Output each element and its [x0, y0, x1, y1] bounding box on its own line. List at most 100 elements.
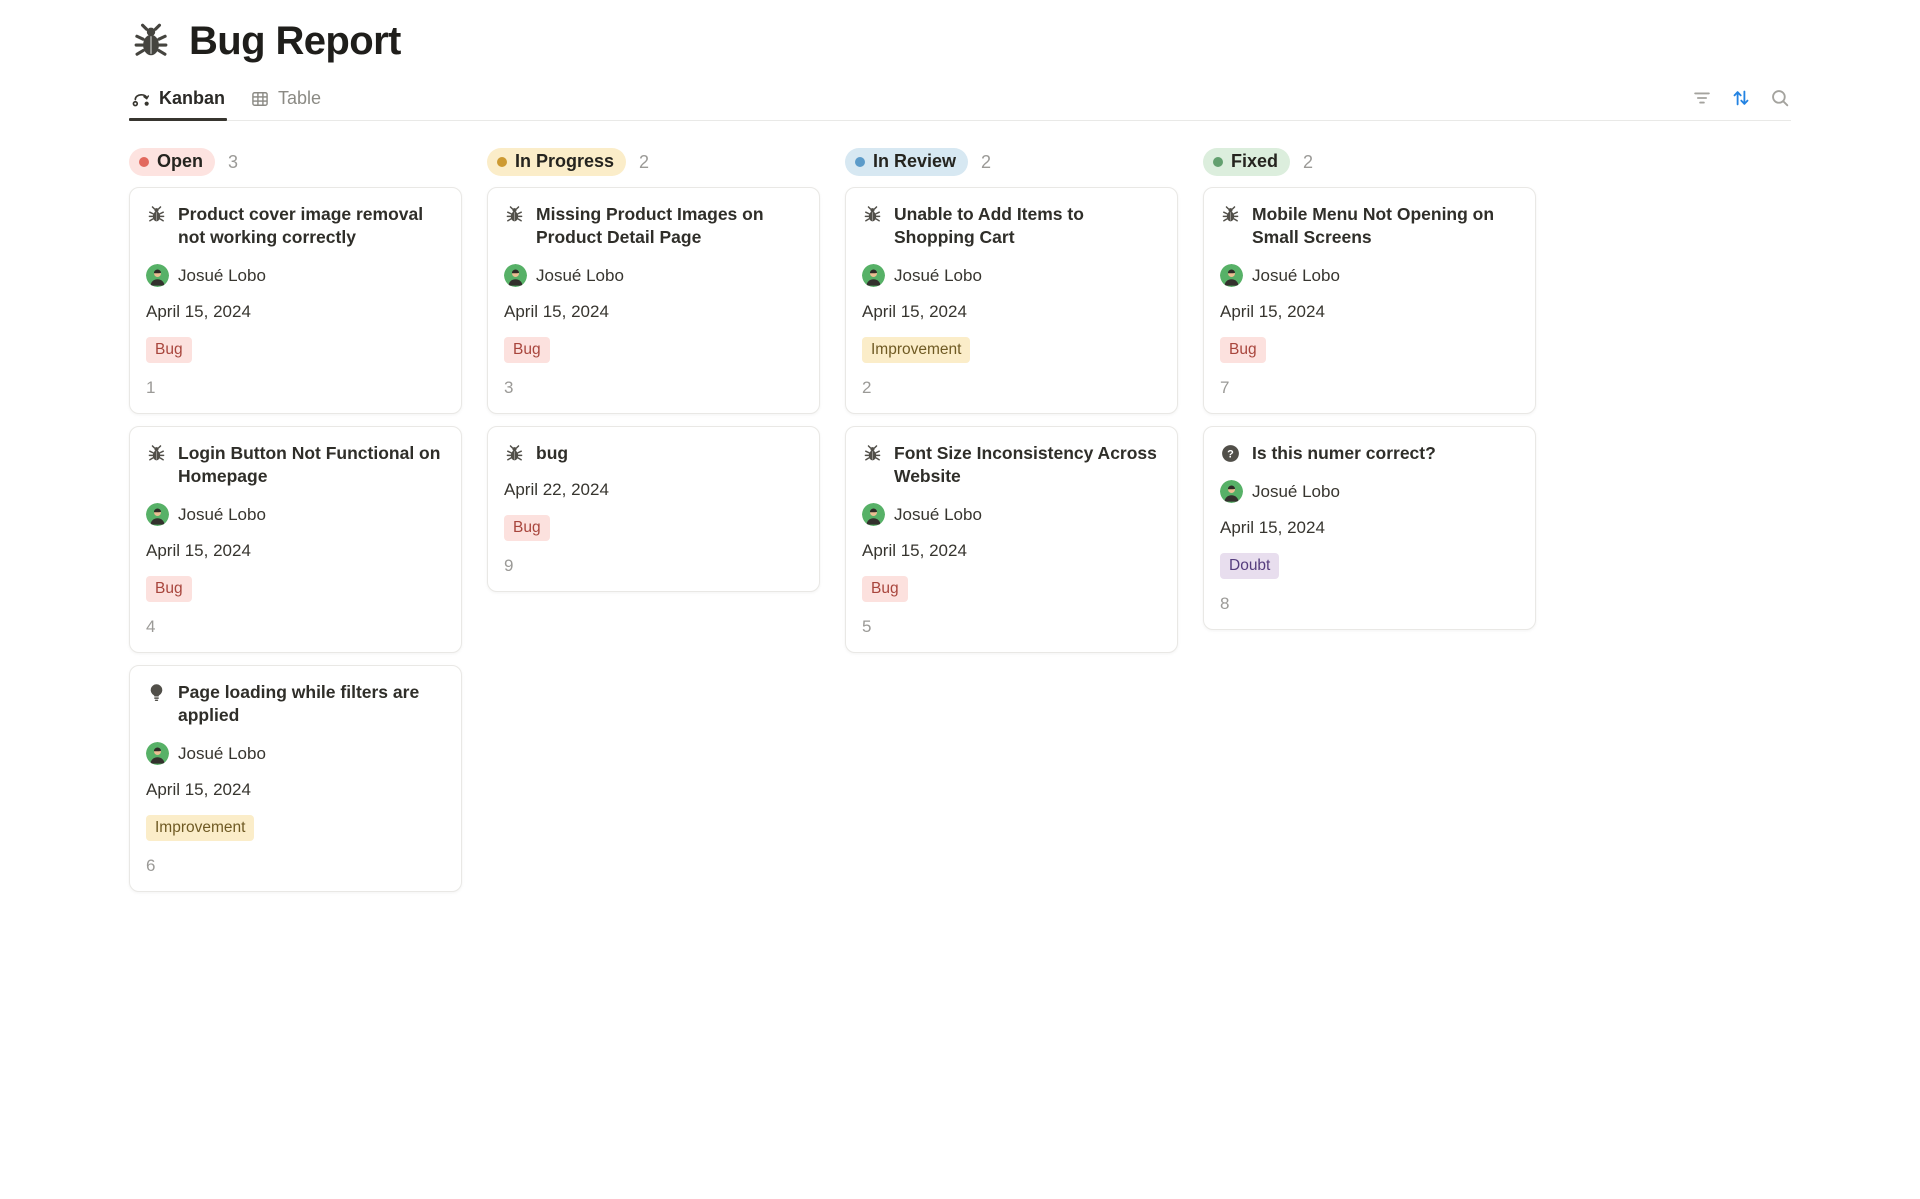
column-cards: Unable to Add Items to Shopping Cart Jos… — [845, 187, 1178, 653]
toolbar-actions — [1691, 87, 1791, 121]
avatar — [146, 503, 169, 526]
card-tag: Bug — [504, 337, 550, 363]
card-tag: Bug — [146, 576, 192, 602]
card-number: 7 — [1220, 378, 1230, 397]
svg-text:?: ? — [1227, 448, 1234, 460]
kanban-card[interactable]: Missing Product Images on Product Detail… — [487, 187, 820, 414]
column-header[interactable]: Fixed 2 — [1203, 148, 1536, 176]
question-icon: ? — [1220, 443, 1241, 464]
card-number: 4 — [146, 617, 156, 636]
table-icon — [250, 89, 270, 109]
column-name: In Review — [873, 151, 957, 171]
assignee-name: Josué Lobo — [178, 504, 266, 524]
card-date: April 22, 2024 — [504, 480, 609, 499]
card-tag: Bug — [862, 576, 908, 602]
card-title: bug — [536, 443, 569, 463]
tab-label: Table — [278, 88, 322, 108]
card-title: Font Size Inconsistency Across Website — [894, 443, 1157, 486]
kanban-card[interactable]: Login Button Not Functional on Homepage … — [129, 426, 462, 653]
tab-label: Kanban — [159, 88, 226, 108]
column-header[interactable]: In Progress 2 — [487, 148, 820, 176]
column-count: 2 — [639, 151, 650, 172]
card-title: Is this numer correct? — [1252, 443, 1436, 463]
page-header: Bug Report — [129, 12, 1791, 70]
column-header[interactable]: Open 3 — [129, 148, 462, 176]
bug-icon — [1220, 204, 1241, 225]
card-date: April 15, 2024 — [504, 302, 609, 321]
card-number: 3 — [504, 378, 514, 397]
card-date: April 15, 2024 — [146, 541, 251, 560]
kanban-card[interactable]: bug April 22, 2024 Bug 9 — [487, 426, 820, 592]
assignee-name: Josué Lobo — [894, 504, 982, 524]
status-dot-icon — [139, 156, 149, 167]
bug-icon — [146, 443, 167, 464]
bulb-icon — [146, 682, 167, 703]
view-toolbar: Kanban Table — [129, 82, 1791, 121]
kanban-card[interactable]: Unable to Add Items to Shopping Cart Jos… — [845, 187, 1178, 414]
assignee-name: Josué Lobo — [178, 265, 266, 285]
column-count: 2 — [1303, 151, 1314, 172]
kanban-card[interactable]: Font Size Inconsistency Across Website J… — [845, 426, 1178, 653]
card-number: 1 — [146, 378, 156, 397]
sort-icon[interactable] — [1730, 87, 1752, 109]
column-name: Open — [157, 151, 204, 171]
bug-icon — [504, 443, 525, 464]
kanban-column-fixed: Fixed 2 Mobile Menu Not Opening on Small… — [1203, 148, 1536, 630]
card-date: April 15, 2024 — [862, 541, 967, 560]
column-cards: Mobile Menu Not Opening on Small Screens… — [1203, 187, 1536, 630]
avatar — [146, 264, 169, 287]
column-header[interactable]: In Review 2 — [845, 148, 1178, 176]
kanban-column-in-review: In Review 2 Unable to Add Items to Shopp… — [845, 148, 1178, 653]
kanban-icon — [131, 89, 151, 109]
search-icon[interactable] — [1769, 87, 1791, 109]
card-tag: Doubt — [1220, 553, 1280, 579]
card-assignee: Josué Lobo — [862, 503, 1161, 526]
card-tag: Improvement — [146, 815, 255, 841]
avatar — [504, 264, 527, 287]
kanban-card[interactable]: ? Is this numer correct? Josué Lobo Apri… — [1203, 426, 1536, 630]
card-title: Mobile Menu Not Opening on Small Screens — [1252, 204, 1495, 247]
card-assignee: Josué Lobo — [146, 742, 445, 765]
card-tag: Bug — [504, 515, 550, 541]
card-date: April 15, 2024 — [862, 302, 967, 321]
filter-icon[interactable] — [1691, 87, 1713, 109]
column-name: In Progress — [515, 151, 615, 171]
card-assignee: Josué Lobo — [862, 264, 1161, 287]
kanban-column-in-progress: In Progress 2 Missing Product Images on … — [487, 148, 820, 592]
status-dot-icon — [855, 156, 865, 167]
card-title: Login Button Not Functional on Homepage — [178, 443, 441, 486]
card-title: Page loading while filters are applied — [178, 682, 420, 725]
card-assignee: Josué Lobo — [1220, 480, 1519, 503]
card-title: Unable to Add Items to Shopping Cart — [894, 204, 1084, 247]
assignee-name: Josué Lobo — [536, 265, 624, 285]
avatar — [862, 264, 885, 287]
kanban-card[interactable]: Mobile Menu Not Opening on Small Screens… — [1203, 187, 1536, 414]
assignee-name: Josué Lobo — [1252, 265, 1340, 285]
card-date: April 15, 2024 — [1220, 518, 1325, 537]
assignee-name: Josué Lobo — [894, 265, 982, 285]
bug-icon — [129, 19, 173, 63]
view-tabs: Kanban Table — [129, 82, 323, 121]
tab-table[interactable]: Table — [248, 82, 323, 121]
bug-icon — [862, 204, 883, 225]
kanban-card[interactable]: Page loading while filters are applied J… — [129, 665, 462, 892]
column-status-pill: Open — [129, 148, 216, 176]
tab-kanban[interactable]: Kanban — [129, 82, 228, 121]
avatar — [146, 742, 169, 765]
avatar — [1220, 480, 1243, 503]
bug-icon — [504, 204, 525, 225]
kanban-card[interactable]: Product cover image removal not working … — [129, 187, 462, 414]
kanban-column-open: Open 3 Product cover image removal not w… — [129, 148, 462, 892]
card-date: April 15, 2024 — [1220, 302, 1325, 321]
column-status-pill: In Progress — [487, 148, 627, 176]
column-count: 3 — [228, 151, 239, 172]
assignee-name: Josué Lobo — [1252, 481, 1340, 501]
card-number: 2 — [862, 378, 872, 397]
card-assignee: Josué Lobo — [146, 264, 445, 287]
column-status-pill: In Review — [845, 148, 969, 176]
card-assignee: Josué Lobo — [146, 503, 445, 526]
card-date: April 15, 2024 — [146, 302, 251, 321]
card-assignee: Josué Lobo — [1220, 264, 1519, 287]
column-cards: Product cover image removal not working … — [129, 187, 462, 892]
card-number: 5 — [862, 617, 872, 636]
